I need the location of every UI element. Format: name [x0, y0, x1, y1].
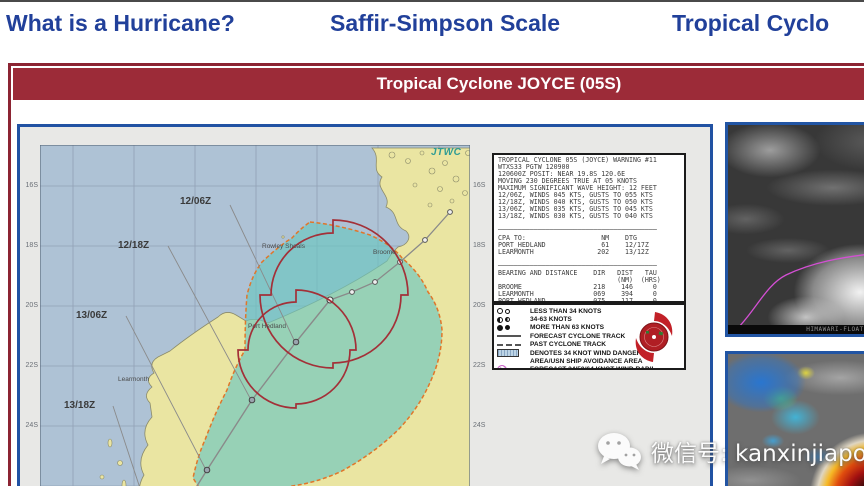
satellite-caption: HIMAWARI-FLOATER	[806, 326, 864, 333]
jtwc-source-label: JTWC	[431, 147, 462, 158]
forecast-track-map	[40, 145, 470, 486]
open-circle-icon	[497, 308, 530, 315]
lat-label: 16S	[25, 182, 38, 189]
satellite-image-infrared[interactable]: HIMAWARI-FLOATER	[725, 122, 864, 337]
legend-row: AREA/USN SHIP AVOIDANCE AREA	[530, 358, 643, 366]
wechat-icon	[598, 433, 641, 470]
lat-label: 22S	[25, 362, 38, 369]
lat-label: 18S	[473, 242, 486, 249]
lat-label: 24S	[25, 422, 38, 429]
dashed-line-icon	[497, 343, 530, 346]
lat-label: 20S	[25, 302, 38, 309]
solid-line-icon	[497, 335, 530, 338]
map-legend: LESS THAN 34 KNOTS 34-63 KNOTS MORE THAN…	[492, 303, 686, 370]
forecast-time-label: 13/18Z	[64, 400, 96, 411]
hatched-area-icon	[497, 349, 530, 358]
banner: Tropical Cyclone JOYCE (05S)	[11, 66, 864, 102]
legend-row: FORECAST 34/50/64 KNOT WIND RADII	[497, 364, 653, 368]
legend-row: FORECAST CYCLONE TRACK	[497, 332, 647, 340]
lat-label: 22S	[473, 362, 486, 369]
satellite-caption-bar: HIMAWARI-FLOATER	[728, 325, 864, 334]
legend-row: 34-63 KNOTS	[497, 315, 647, 323]
jtwc-hurricane-logo-icon	[635, 312, 673, 362]
legend-row: PAST CYCLONE TRACK	[497, 341, 647, 349]
watermark-text: 微信号: kanxinjiapo	[651, 441, 864, 467]
warning-text: TROPICAL CYCLONE 05S (JOYCE) WARNING #11…	[498, 156, 661, 303]
forecast-time-label: 12/18Z	[118, 240, 150, 251]
forecast-time-label: 12/06Z	[180, 196, 212, 207]
wind-radii-icon	[497, 364, 530, 368]
top-divider	[0, 0, 864, 2]
half-circle-icon	[497, 316, 530, 323]
coastline-overlay	[739, 254, 864, 325]
wind-radii	[237, 219, 409, 409]
forecast-time-label: 13/06Z	[76, 310, 108, 321]
page-title: Tropical Cyclone JOYCE (05S)	[376, 74, 622, 93]
wind-danger-area	[192, 221, 443, 486]
place-label-port-hedland: Port Hedland	[248, 323, 286, 330]
warning-text-box: TROPICAL CYCLONE 05S (JOYCE) WARNING #11…	[492, 153, 686, 303]
wechat-watermark: 微信号: kanxinjiapo	[596, 430, 864, 472]
satellite-image-enhanced-ir[interactable]	[725, 351, 864, 486]
place-label-broome: Broome	[373, 249, 396, 256]
lat-label: 20S	[473, 302, 486, 309]
filled-circle-icon	[497, 324, 530, 331]
place-label-rowley-shoals: Rowley Shoals	[262, 243, 305, 250]
legend-row: LESS THAN 34 KNOTS	[497, 307, 647, 315]
lat-label: 16S	[473, 182, 486, 189]
legend-row: DENOTES 34 KNOT WIND DANGER	[497, 349, 647, 358]
nav-tropical-cyclones[interactable]: Tropical Cyclo	[672, 10, 830, 36]
place-label-learmonth: Learmonth	[118, 376, 150, 383]
nav-what-is-a-hurricane[interactable]: What is a Hurricane?	[6, 10, 235, 36]
nav-saffir-simpson-scale[interactable]: Saffir-Simpson Scale	[330, 10, 561, 36]
lat-label: 24S	[473, 422, 486, 429]
legend-row: MORE THAN 63 KNOTS	[497, 324, 647, 332]
lat-label: 18S	[25, 242, 38, 249]
